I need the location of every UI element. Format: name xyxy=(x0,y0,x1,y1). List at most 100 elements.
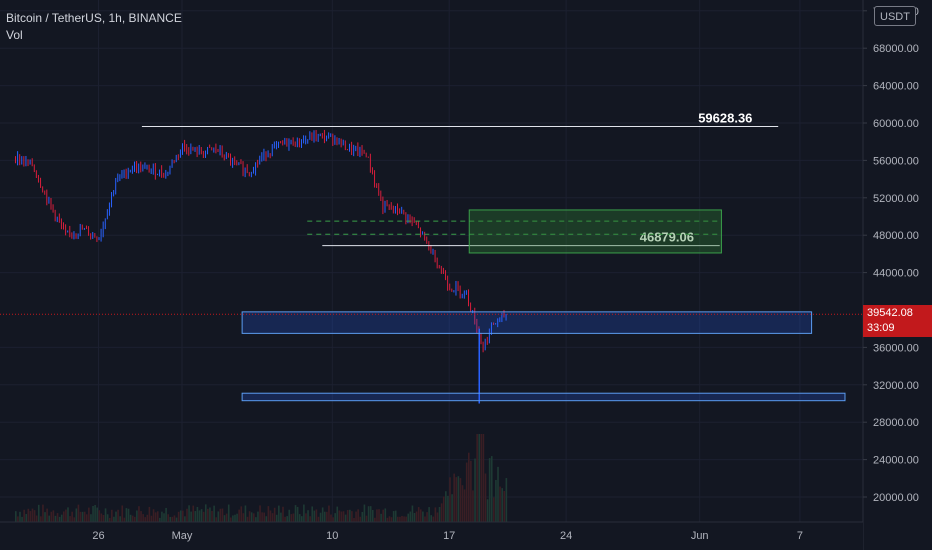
volume-bar xyxy=(357,509,359,522)
volume-bar xyxy=(505,478,508,522)
volume-bar xyxy=(490,456,493,522)
volume-bar xyxy=(131,515,134,522)
volume-bar xyxy=(146,514,149,522)
volume-bar xyxy=(194,511,197,522)
volume-bar xyxy=(46,508,48,522)
volume-bar xyxy=(15,511,17,522)
price-tick-label: 20000.00 xyxy=(873,492,919,504)
volume-bar xyxy=(493,497,495,522)
volume-bar xyxy=(478,434,481,522)
volume-bar xyxy=(365,515,368,522)
volume-bar xyxy=(221,508,224,522)
volume-bar xyxy=(236,513,238,522)
volume-bar xyxy=(449,477,451,522)
time-tick-label: 17 xyxy=(443,530,455,542)
volume-bar xyxy=(71,511,73,522)
currency-button[interactable]: USDT xyxy=(874,6,916,26)
volume-bar xyxy=(119,516,121,522)
volume-bar xyxy=(323,511,326,522)
price-tick-label: 44000.00 xyxy=(873,268,919,280)
volume-bar xyxy=(294,505,297,522)
volume-bar xyxy=(282,506,284,522)
volume-bar xyxy=(58,516,61,522)
volume-bar xyxy=(188,505,190,522)
volume-bar xyxy=(204,504,207,522)
blue-zone-rectangle[interactable] xyxy=(241,311,813,334)
volume-bar xyxy=(92,505,94,522)
volume-bar xyxy=(399,516,401,522)
volume-bar xyxy=(405,516,407,522)
volume-bar xyxy=(467,452,470,522)
volume-indicator-label[interactable]: Vol xyxy=(6,28,23,42)
volume-bar xyxy=(436,512,439,522)
volume-bar xyxy=(388,516,391,522)
volume-bar xyxy=(240,506,243,522)
time-axis-panel[interactable] xyxy=(0,522,863,550)
volume-bar xyxy=(470,460,472,522)
volume-bar xyxy=(152,509,155,522)
volume-bar xyxy=(129,514,132,522)
volume-bar xyxy=(73,517,76,522)
volume-bar xyxy=(115,511,117,522)
volume-bar xyxy=(133,516,136,522)
volume-bar xyxy=(278,505,280,522)
volume-bar xyxy=(392,511,395,522)
volume-bar xyxy=(42,504,44,522)
volume-bar xyxy=(65,509,67,522)
volume-bar xyxy=(275,514,278,522)
volume-bar xyxy=(25,514,28,522)
volume-bar xyxy=(351,511,353,522)
volume-bar xyxy=(96,507,99,522)
current-price-value: 39542.08 xyxy=(867,307,913,319)
volume-bar xyxy=(338,510,341,522)
volume-bar xyxy=(415,511,418,522)
volume-bar xyxy=(484,473,487,522)
volume-bar xyxy=(384,508,387,522)
volume-bar xyxy=(342,511,345,522)
volume-bar xyxy=(31,508,34,522)
volume-bar xyxy=(171,516,174,522)
volume-bar xyxy=(380,513,382,522)
price-axis-panel[interactable] xyxy=(863,0,932,550)
volume-bar xyxy=(223,515,226,522)
volume-bar xyxy=(167,514,169,522)
volume-bar xyxy=(27,508,30,522)
price-tick-label: 60000.00 xyxy=(873,118,919,130)
volume-bar xyxy=(428,507,430,522)
volume-bar xyxy=(88,507,90,522)
volume-bar xyxy=(202,511,205,522)
volume-bar xyxy=(165,507,167,522)
volume-bar xyxy=(336,506,339,522)
volume-bar xyxy=(300,516,303,522)
green-zone-rectangle[interactable] xyxy=(468,209,722,254)
volume-bar xyxy=(397,516,399,522)
volume-bar xyxy=(106,514,109,522)
volume-bar xyxy=(259,505,261,522)
volume-bar xyxy=(179,510,182,522)
volume-bar xyxy=(457,476,460,522)
volume-bar xyxy=(163,513,165,522)
volume-bar xyxy=(313,510,316,522)
time-tick-label: 10 xyxy=(326,530,338,542)
volume-bar xyxy=(328,505,330,522)
volume-bar xyxy=(142,514,144,522)
volume-bar xyxy=(52,510,55,522)
volume-bar xyxy=(480,434,483,522)
volume-bar xyxy=(267,506,270,522)
volume-bar xyxy=(346,510,349,522)
blue-zone-rectangle[interactable] xyxy=(241,392,846,402)
volume-bar xyxy=(371,510,374,522)
volume-bar xyxy=(482,434,485,522)
volume-bar xyxy=(242,513,245,522)
symbol-title[interactable]: Bitcoin / TetherUS, 1h, BINANCE xyxy=(6,11,182,25)
volume-bar xyxy=(190,511,192,522)
volume-bar xyxy=(367,506,370,522)
chart-legend: Bitcoin / TetherUS, 1h, BINANCE Vol xyxy=(6,10,182,44)
volume-bar xyxy=(175,517,178,522)
volume-bar xyxy=(192,505,195,522)
current-price-label: 39542.08 xyxy=(863,305,932,322)
volume-bar xyxy=(225,513,228,522)
volume-bar xyxy=(459,478,462,522)
